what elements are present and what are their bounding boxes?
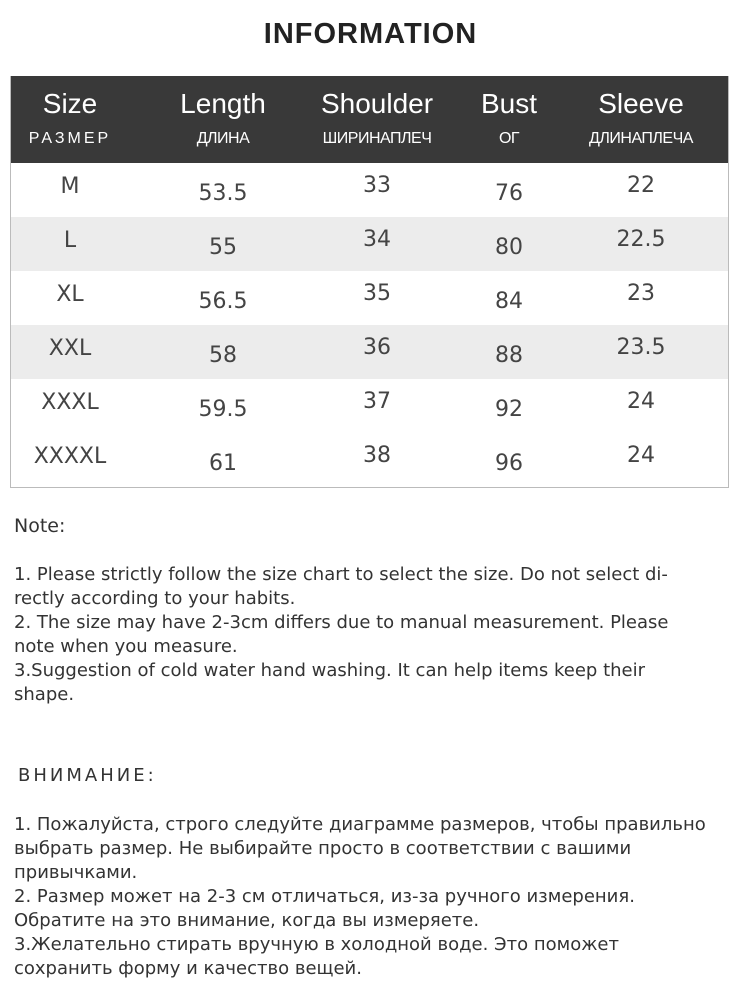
table-cell: 34 [363,227,391,252]
table-cell: 33 [363,173,391,198]
table-cell: 61 [209,451,237,476]
table-cell: 92 [495,397,523,422]
page-title: INFORMATION [263,18,478,50]
note-line: выбрать размер. Не выбирайте просто в со… [14,838,632,859]
table-row: L 55 34 80 22.5 [11,217,728,271]
table-cell: 84 [495,289,523,314]
table-row: M 53.5 33 76 22 [11,163,728,217]
note-line: 2. Размер может на 2-3 см отличаться, из… [14,886,635,907]
header-bust: Bust ОГ [480,88,538,147]
note-line: привычками. [14,862,138,883]
note-ru-text: 1. Пожалуйста, строго следуйте диаграмме… [14,813,724,981]
note-text: 1. Please strictly follow the size chart… [14,563,724,707]
note-line: rectly according to your habits. [14,588,296,609]
note-line: Обратите на это внимание, когда вы измер… [14,910,480,931]
table-cell: XXXL [41,390,99,415]
table-cell: XXL [48,336,92,361]
note-line: note when you measure. [14,636,238,657]
table-cell: 36 [363,335,391,360]
table-cell: 59.5 [198,397,248,422]
note-line: сохранить форму и качество вещей. [14,958,362,979]
table-cell: 22 [627,173,655,198]
table-cell: 76 [495,181,523,206]
table-cell: 37 [363,389,391,414]
note-line: 1. Please strictly follow the size chart… [14,564,668,585]
table-row: XXL 58 36 88 23.5 [11,325,728,379]
table-row: XL 56.5 35 84 23 [11,271,728,325]
table-cell: M [60,174,80,199]
note-heading: Note: [14,515,66,537]
table-cell: 56.5 [198,289,248,314]
note-line: 2. The size may have 2-3cm differs due t… [14,612,669,633]
table-cell: 58 [209,343,237,368]
table-cell: 23.5 [616,335,666,360]
table-header: Size РАЗМЕР Length ДЛИНА Shoulder ШИРИНАПЛЕ… [11,76,728,163]
table-cell: 35 [363,281,391,306]
table-cell: 80 [495,235,523,260]
table-cell: 53.5 [198,181,248,206]
note-ru-heading: ВНИМАНИЕ: [18,765,157,786]
table-cell: 22.5 [616,227,666,252]
table-cell: XL [56,282,84,307]
note-line: 3.Suggestion of cold water hand washing.… [14,660,646,681]
note-line: shape. [14,684,75,705]
note-line: 1. Пожалуйста, строго следуйте диаграмме… [14,814,706,835]
note-line: 3.Желательно стирать вручную в холодной … [14,934,619,955]
table-row: XXXXL 61 38 96 24 [11,433,728,487]
header-length: Length ДЛИНА [180,88,266,147]
table-cell: 23 [627,281,655,306]
header-sleeve: Sleeve ДЛИНАПЛЕЧА [589,88,693,147]
table-cell: XXXXL [33,444,107,469]
table-row: XXXL 59.5 37 92 24 [11,379,728,433]
header-shoulder: Shoulder ШИРИНАПЛЕЧ [320,88,434,147]
table-cell: 55 [209,235,237,260]
header-size: Size РАЗМЕР [28,88,112,147]
table-cell: L [63,228,77,253]
table-cell: 24 [627,443,655,468]
table-cell: 96 [495,451,523,476]
table-cell: 24 [627,389,655,414]
table-cell: 88 [495,343,523,368]
size-chart-table: Size РАЗМЕР Length ДЛИНА Shoulder ШИРИНАПЛЕ… [10,76,729,488]
table-cell: 38 [363,443,391,468]
